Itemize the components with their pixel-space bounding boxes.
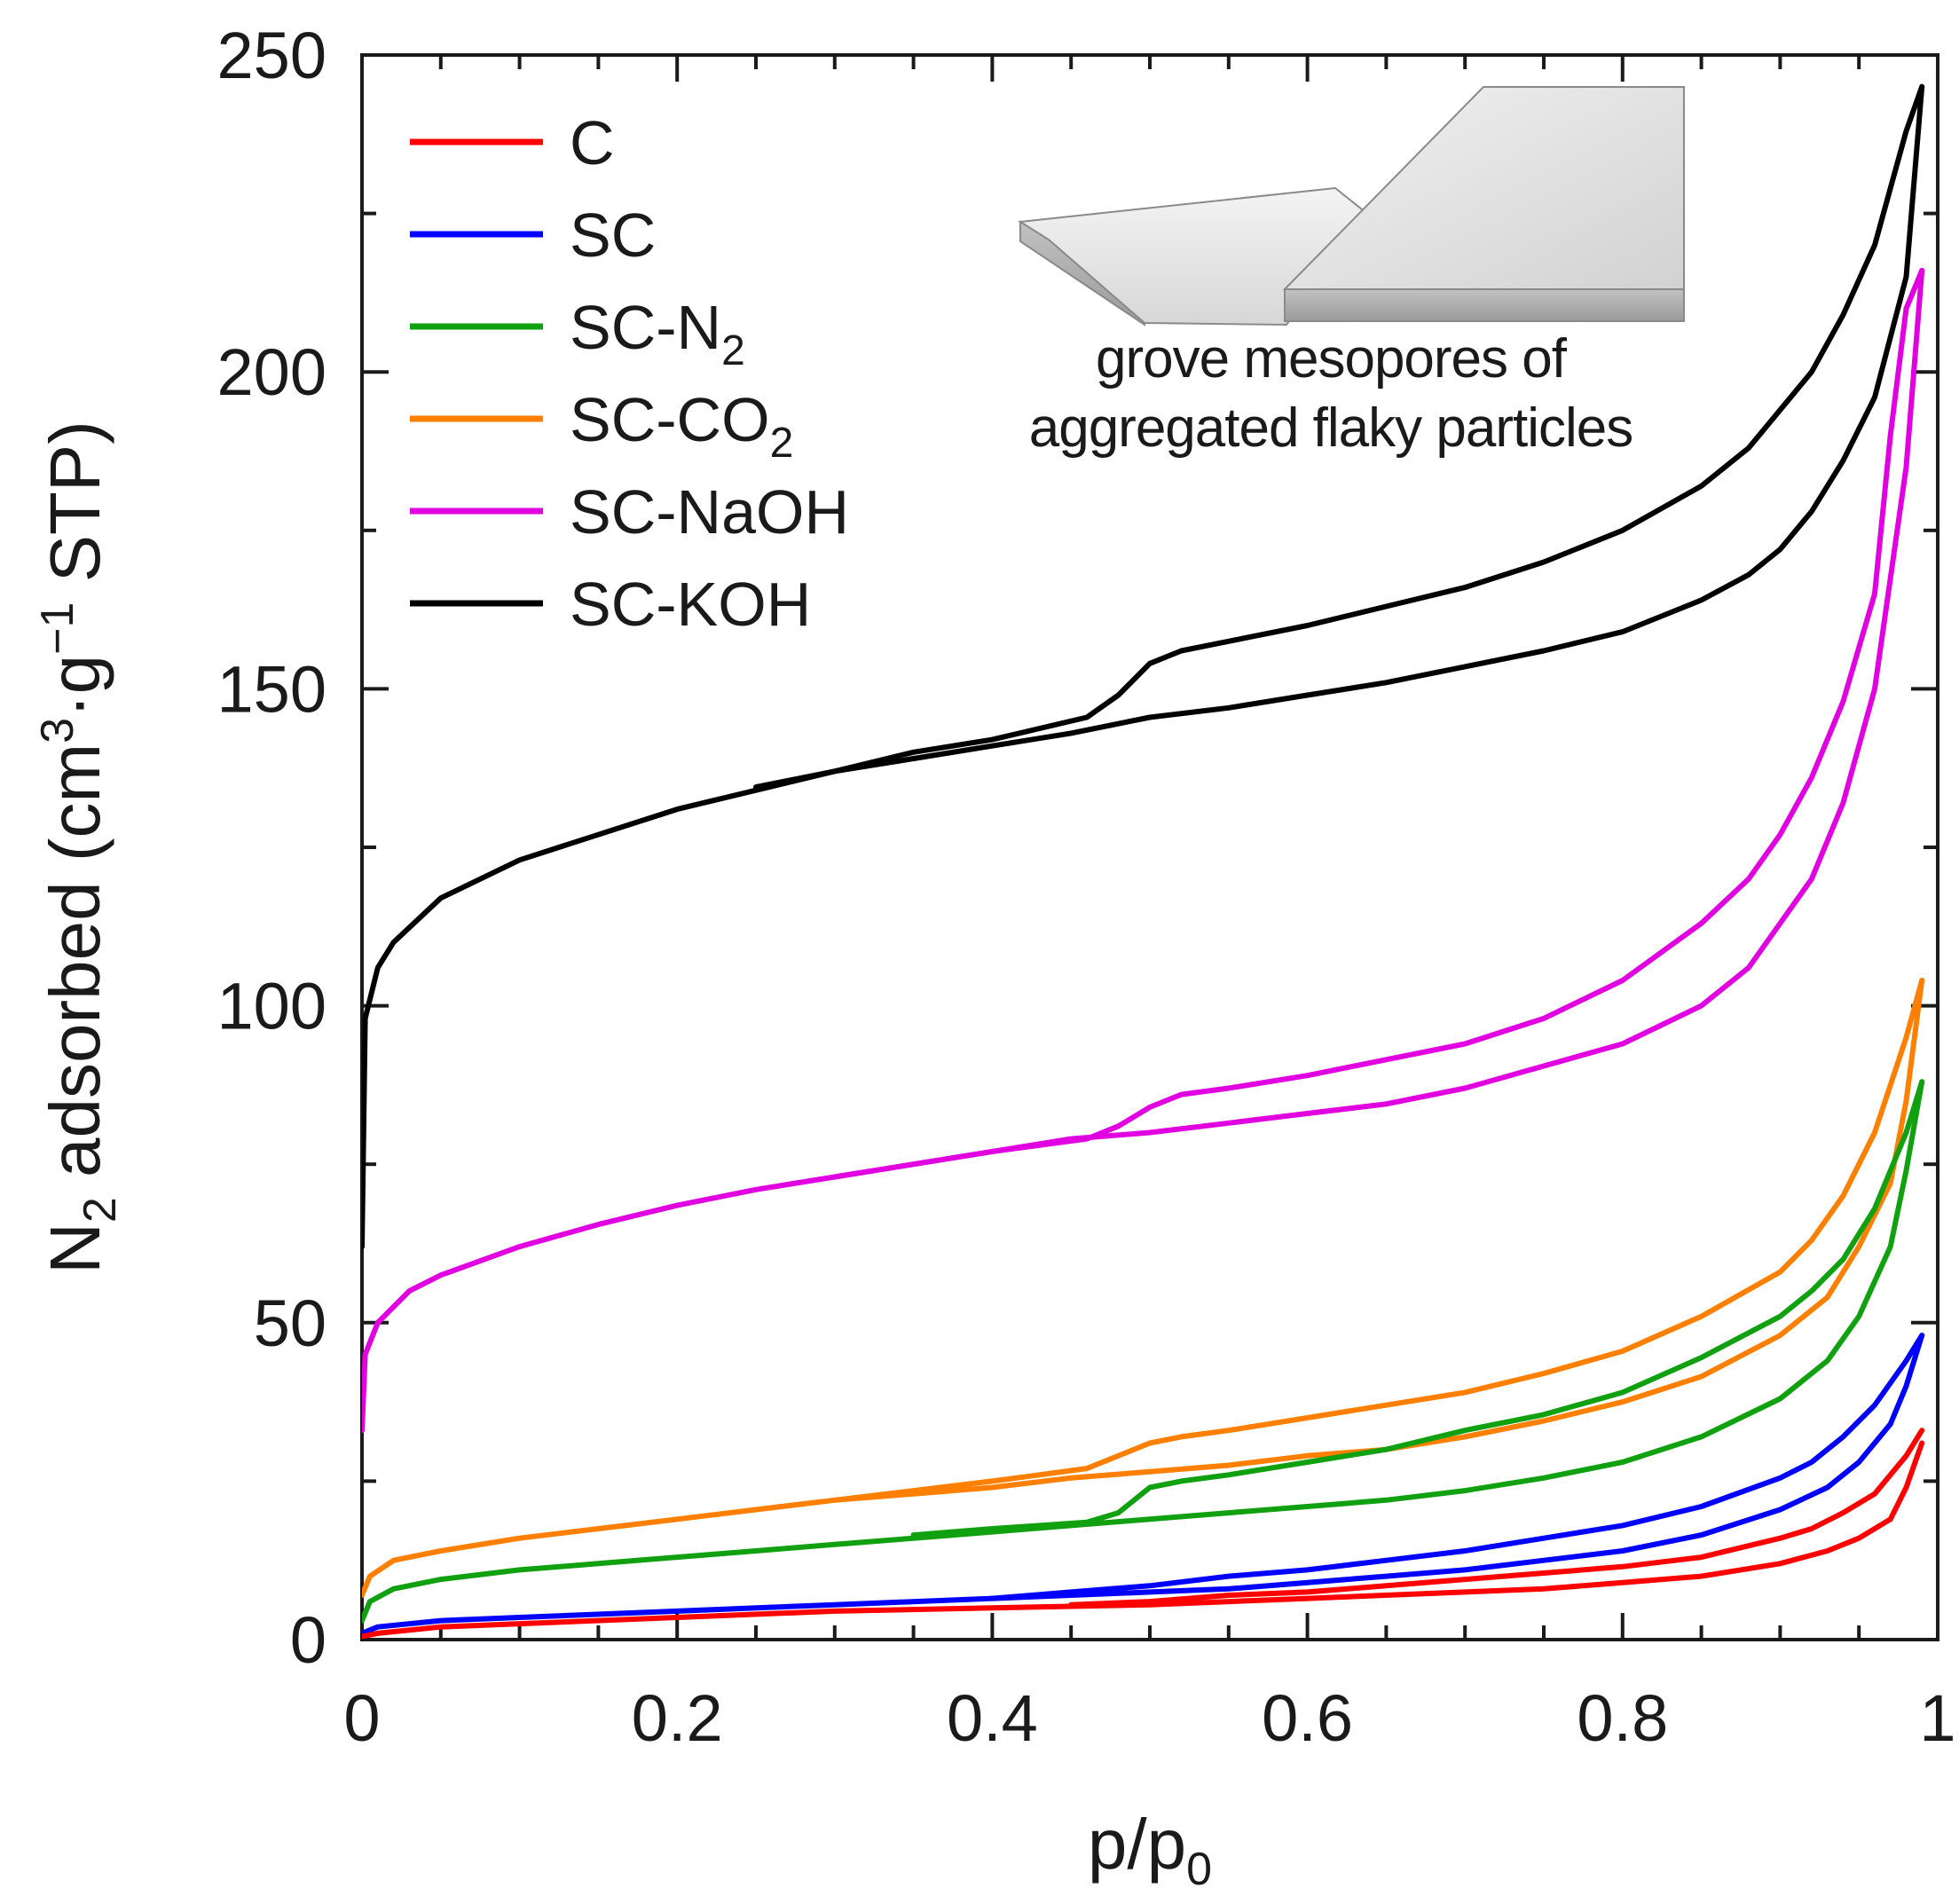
y-tick-label: 0 bbox=[290, 1603, 326, 1677]
series-sc-n2-adsorption bbox=[362, 1079, 1925, 1624]
series-sc-desorption bbox=[989, 1333, 1925, 1601]
y-tick-label: 200 bbox=[217, 335, 326, 409]
series-sc-co2-adsorption bbox=[362, 978, 1925, 1598]
flake-left-top bbox=[1018, 186, 1368, 327]
y-tick-labels: 0 50 100 150 200 250 bbox=[217, 19, 326, 1677]
series-sc-adsorption bbox=[362, 1333, 1925, 1636]
x-tick-labels: 0 0.2 0.4 0.6 0.8 1 bbox=[343, 1681, 1955, 1755]
series-c-adsorption bbox=[362, 1440, 1925, 1640]
series-sc-co2-desorption bbox=[831, 978, 1925, 1503]
series-sc-koh-adsorption bbox=[362, 83, 1925, 1250]
x-tick-label: 0.6 bbox=[1262, 1681, 1353, 1755]
legend-label-sc-n2: SC-N2 bbox=[570, 293, 745, 374]
inset-caption-line1: grove mesopores of bbox=[1096, 328, 1568, 389]
y-axis-title: N2 adsorbed (cm3·g−1 STP) bbox=[32, 421, 126, 1274]
x-tick-label: 0.8 bbox=[1577, 1681, 1668, 1755]
y-tick-label: 50 bbox=[254, 1286, 326, 1360]
series-sc-koh-desorption bbox=[753, 83, 1925, 791]
x-tick-label: 0.4 bbox=[947, 1681, 1038, 1755]
x-axis-title: p/p0 bbox=[1088, 1805, 1212, 1895]
legend-label-sc-naoh: SC-NaOH bbox=[570, 477, 849, 547]
flake-right-side bbox=[1284, 288, 1685, 322]
series-layer bbox=[362, 83, 1925, 1640]
legend: C SC SC-N2 SC-CO2 SC-NaOH SC-KOH bbox=[410, 108, 849, 639]
y-tick-label: 150 bbox=[217, 652, 326, 726]
series-sc-naoh-desorption bbox=[831, 267, 1925, 1180]
series-c-desorption bbox=[1068, 1428, 1925, 1608]
x-tick-label: 0 bbox=[343, 1681, 380, 1755]
series-sc-naoh-adsorption bbox=[362, 267, 1925, 1434]
inset-flakes-illustration bbox=[976, 86, 1686, 327]
series-sc-n2-desorption bbox=[910, 1079, 1925, 1538]
legend-label-sc: SC bbox=[570, 201, 656, 270]
legend-label-c: C bbox=[570, 108, 615, 177]
x-tick-label: 0.2 bbox=[632, 1681, 723, 1755]
legend-label-sc-koh: SC-KOH bbox=[570, 570, 811, 639]
axis-ticks bbox=[360, 53, 1939, 1641]
x-tick-label: 1 bbox=[1919, 1681, 1955, 1755]
legend-label-sc-co2: SC-CO2 bbox=[570, 385, 793, 467]
y-tick-label: 100 bbox=[217, 970, 326, 1043]
y-tick-label: 250 bbox=[217, 19, 326, 92]
inset-caption-line2: aggregated flaky particles bbox=[1029, 397, 1633, 459]
